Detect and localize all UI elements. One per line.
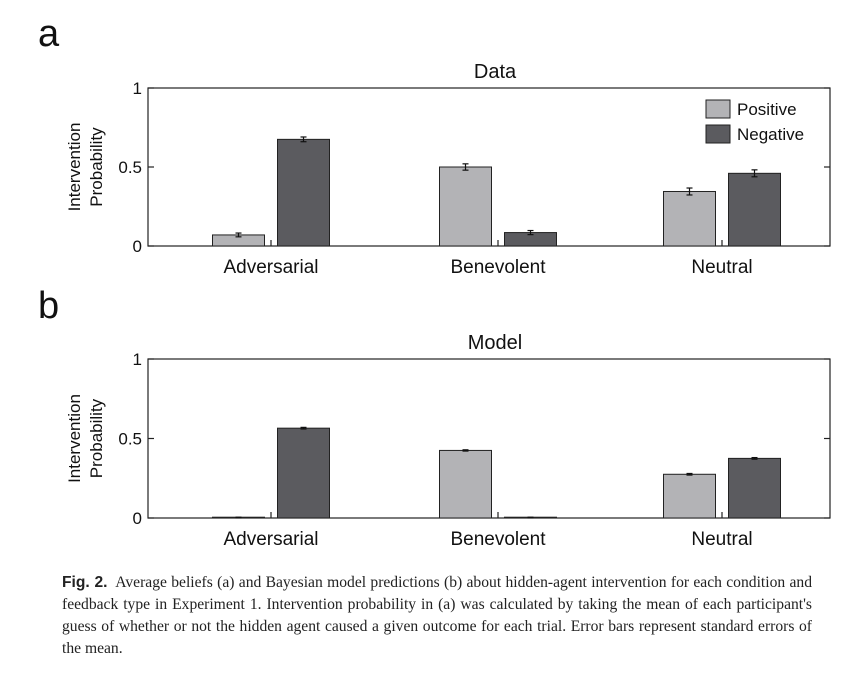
bar-positive <box>439 449 492 519</box>
y-axis-label: Intervention <box>65 394 84 483</box>
bar-negative <box>728 172 781 247</box>
x-category-label: Neutral <box>691 257 752 278</box>
legend-swatch-negative <box>705 124 731 144</box>
y-axis-label: Probability <box>87 398 106 478</box>
panel-letter: b <box>38 285 59 327</box>
y-tick-label: 0 <box>133 237 142 256</box>
bar-negative <box>277 427 330 519</box>
panel-letter: a <box>38 13 60 55</box>
x-category-label: Benevolent <box>450 257 546 278</box>
chart-title: Model <box>468 332 522 354</box>
chart-panel-b: b Model 0 0.5 1 Intervention Probability Advers… <box>38 285 831 550</box>
y-axis-label: Probability <box>87 127 106 207</box>
chart-title: Data <box>474 61 517 83</box>
bar-positive <box>439 166 492 247</box>
bar-negative <box>277 138 330 247</box>
chart-panel-a: a Data 0 0.5 1 Intervention Probability Adversa… <box>38 13 831 278</box>
legend-label: Positive <box>737 100 797 119</box>
y-tick-label: 0 <box>133 509 142 528</box>
caption-text: Average beliefs (a) and Bayesian model p… <box>62 574 812 657</box>
x-category-label: Benevolent <box>450 529 546 550</box>
legend-swatch-positive <box>705 99 731 119</box>
y-tick-label: 0.5 <box>118 158 142 177</box>
y-tick-label: 0.5 <box>118 430 142 449</box>
y-tick-label: 1 <box>133 350 142 369</box>
x-category-label: Neutral <box>691 529 752 550</box>
bar-positive <box>663 190 716 247</box>
caption-label: Fig. 2. <box>62 574 108 591</box>
bar-negative <box>728 457 781 519</box>
y-tick-label: 1 <box>133 79 142 98</box>
y-axis-label: Intervention <box>65 123 84 212</box>
legend-label: Negative <box>737 125 804 144</box>
x-category-label: Adversarial <box>223 257 318 278</box>
x-category-label: Adversarial <box>223 529 318 550</box>
figure-caption: Fig. 2. Average beliefs (a) and Bayesian… <box>62 572 812 660</box>
bar-positive <box>663 473 716 519</box>
